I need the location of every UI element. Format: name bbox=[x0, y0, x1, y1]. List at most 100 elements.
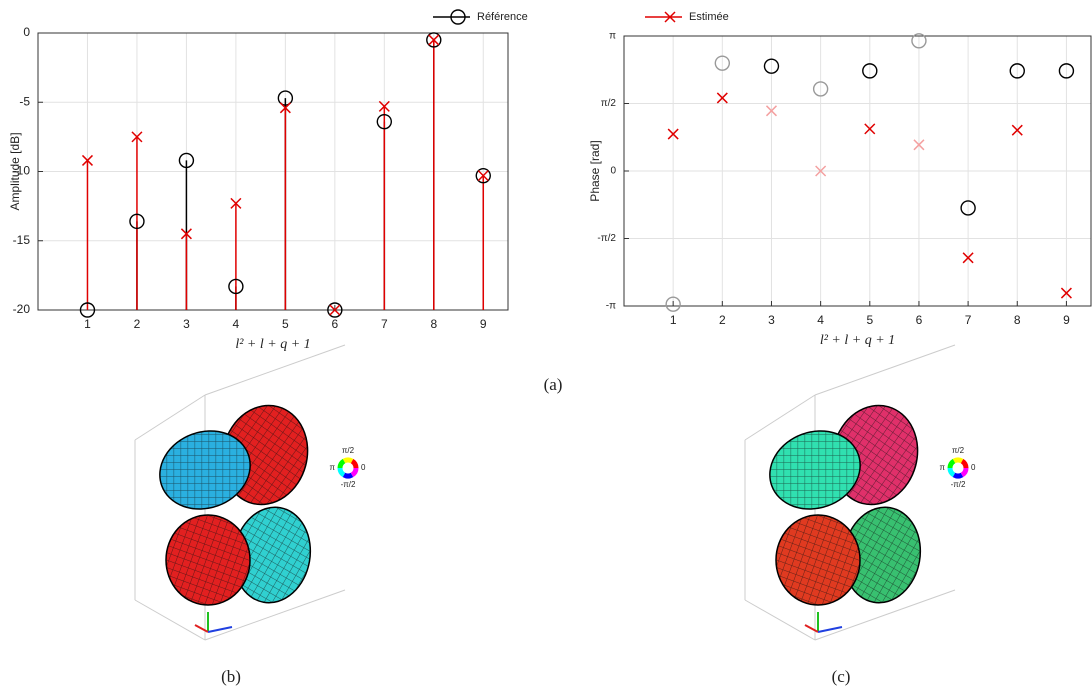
axis-box bbox=[814, 344, 956, 396]
marker-x bbox=[477, 170, 489, 182]
x-tick-label: 7 bbox=[965, 313, 972, 327]
y-tick-label: 0 bbox=[23, 25, 30, 39]
marker-circle bbox=[178, 152, 195, 169]
axis-box bbox=[204, 589, 346, 641]
marker-x bbox=[378, 100, 390, 112]
x-tick-label: 1 bbox=[84, 317, 91, 331]
plot-frame bbox=[623, 35, 1092, 307]
y-tick-label: π/2 bbox=[601, 98, 617, 109]
marker-circle bbox=[327, 302, 343, 318]
y-tick-label: 0 bbox=[610, 166, 616, 177]
wheel-label: π/2 bbox=[952, 446, 965, 455]
marker-x bbox=[1011, 124, 1023, 136]
axis-box bbox=[744, 394, 816, 441]
color-wheel bbox=[350, 467, 359, 478]
axis-box bbox=[814, 589, 956, 641]
color-wheel bbox=[960, 458, 969, 469]
axis-y bbox=[207, 626, 233, 633]
y-axis-label: Amplitude [dB] bbox=[8, 132, 22, 210]
marker-x bbox=[428, 34, 440, 46]
lobe-mesh bbox=[769, 430, 861, 510]
axis-box bbox=[134, 599, 206, 641]
panel-c: π/2 π 0 -π/2 (c) bbox=[744, 344, 976, 686]
color-wheel bbox=[952, 472, 964, 479]
marker-x bbox=[913, 139, 925, 151]
axis-y bbox=[817, 626, 843, 633]
y-axis-label: Phase [rad] bbox=[588, 140, 602, 201]
panel-b: π/2 π 0 -π/2 (b) bbox=[134, 344, 366, 686]
marker-x bbox=[962, 252, 974, 264]
x-tick-label: 4 bbox=[233, 317, 240, 331]
marker-x bbox=[81, 154, 94, 166]
axis-box bbox=[744, 599, 816, 641]
x-axis-label: l² + l + q + 1 bbox=[820, 333, 895, 348]
y-tick-label: -15 bbox=[13, 233, 31, 247]
marker-circle bbox=[1009, 63, 1025, 79]
marker-x bbox=[815, 165, 827, 177]
wheel-label: 0 bbox=[361, 463, 366, 472]
marker-x bbox=[180, 228, 192, 240]
x-tick-label: 7 bbox=[381, 317, 388, 331]
marker-circle bbox=[763, 58, 780, 74]
x-tick-label: 9 bbox=[1063, 313, 1070, 327]
x-tick-label: 3 bbox=[768, 313, 775, 327]
x-tick-label: 6 bbox=[331, 317, 338, 331]
x-axis-label: l² + l + q + 1 bbox=[235, 337, 310, 352]
x-tick-label: 5 bbox=[282, 317, 289, 331]
axis-x bbox=[194, 624, 209, 633]
marker-circle bbox=[665, 296, 681, 312]
marker-circle bbox=[714, 55, 731, 71]
y-tick-label: π bbox=[609, 31, 616, 42]
marker-x bbox=[329, 304, 341, 316]
wheel-label: -π/2 bbox=[341, 480, 356, 489]
plot-frame bbox=[37, 32, 509, 311]
legend-label: Estimée bbox=[689, 11, 729, 23]
marker-circle bbox=[228, 278, 244, 295]
legend-marker bbox=[450, 9, 466, 25]
color-wheel bbox=[350, 458, 359, 469]
lobe-mesh bbox=[166, 515, 250, 605]
color-wheel bbox=[960, 467, 969, 478]
marker-circle bbox=[129, 213, 145, 230]
x-tick-label: 4 bbox=[817, 313, 824, 327]
y-tick-label: -20 bbox=[13, 302, 31, 316]
wheel-label: 0 bbox=[971, 463, 976, 472]
marker-circle bbox=[277, 90, 294, 106]
color-wheel bbox=[337, 467, 346, 478]
marker-circle bbox=[376, 113, 393, 130]
marker-x bbox=[279, 102, 291, 114]
color-wheel bbox=[952, 457, 964, 464]
marker-circle bbox=[812, 81, 829, 97]
caption: (a) bbox=[544, 375, 563, 394]
legend-marker bbox=[664, 11, 676, 23]
marker-x bbox=[667, 128, 679, 140]
lobe-mesh bbox=[159, 430, 251, 510]
y-tick-label: -5 bbox=[19, 94, 30, 108]
wheel-label: π bbox=[329, 463, 335, 472]
marker-circle bbox=[1058, 63, 1075, 79]
marker-x bbox=[716, 92, 728, 104]
x-tick-label: 1 bbox=[670, 313, 677, 327]
y-tick-label: -π bbox=[606, 301, 616, 312]
color-wheel bbox=[342, 472, 354, 479]
marker-circle bbox=[911, 33, 927, 49]
caption: (c) bbox=[832, 667, 851, 686]
axis-x bbox=[804, 624, 819, 633]
lobe-mesh bbox=[776, 515, 860, 605]
color-wheel bbox=[947, 467, 956, 478]
marker-x bbox=[864, 123, 876, 135]
wheel-label: π bbox=[939, 463, 945, 472]
marker-circle bbox=[862, 63, 878, 79]
x-tick-label: 2 bbox=[719, 313, 726, 327]
axis-box bbox=[134, 394, 206, 441]
x-tick-label: 6 bbox=[916, 313, 923, 327]
x-tick-label: 5 bbox=[866, 313, 873, 327]
color-wheel bbox=[947, 458, 956, 469]
x-tick-label: 3 bbox=[183, 317, 190, 331]
y-tick-label: -π/2 bbox=[597, 233, 616, 244]
caption: (b) bbox=[221, 667, 241, 686]
wheel-label: π/2 bbox=[342, 446, 355, 455]
x-tick-label: 8 bbox=[430, 317, 437, 331]
